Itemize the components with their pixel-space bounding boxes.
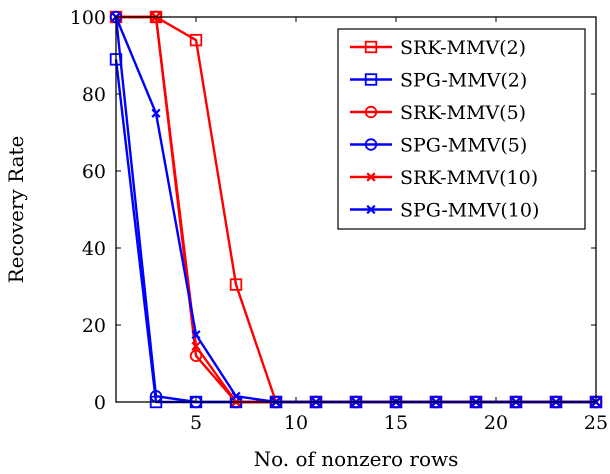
data-point xyxy=(189,349,203,363)
legend-item: SRK-MMV(2) xyxy=(350,37,526,59)
legend-item: SPG-MMV(5) xyxy=(350,135,527,157)
x-tick-label: 25 xyxy=(584,412,608,434)
data-point xyxy=(191,341,201,351)
x-tick-label: 5 xyxy=(190,412,202,434)
y-tick-label: 80 xyxy=(82,84,106,106)
legend-label: SRK-MMV(2) xyxy=(400,37,526,59)
y-tick-label: 20 xyxy=(82,315,106,337)
x-tick-label: 10 xyxy=(284,412,308,434)
data-point xyxy=(151,108,161,118)
x-tick-label: 20 xyxy=(484,412,508,434)
legend-label: SPG-MMV(5) xyxy=(400,135,527,157)
y-axis-label: Recovery Rate xyxy=(4,136,28,284)
legend-swatch-marker xyxy=(364,138,378,151)
x-axis-label: No. of nonzero rows xyxy=(254,447,459,471)
legend-item: SPG-MMV(2) xyxy=(350,70,527,92)
data-point xyxy=(229,278,243,291)
legend-label: SRK-MMV(10) xyxy=(400,167,538,189)
legend-swatch-marker xyxy=(364,105,378,119)
legend-swatch-marker xyxy=(364,40,378,54)
legend: SRK-MMV(2) SPG-MMV(2) SRK-MMV(5) SPG-MMV(5)… xyxy=(337,28,586,230)
legend-label: SPG-MMV(10) xyxy=(400,200,539,222)
y-tick-label: 40 xyxy=(82,238,106,260)
plot-frame xyxy=(115,16,597,403)
y-tick-label: 100 xyxy=(70,7,106,29)
legend-swatch-marker xyxy=(366,172,376,182)
legend-label: SRK-MMV(5) xyxy=(400,102,526,124)
legend-swatch-marker xyxy=(366,204,376,215)
legend-box xyxy=(337,28,586,230)
data-point xyxy=(189,33,203,47)
legend-label: SPG-MMV(2) xyxy=(400,70,527,92)
y-tick-label: 0 xyxy=(94,392,106,414)
legend-swatch-marker xyxy=(364,73,378,86)
y-tick-label: 60 xyxy=(82,161,106,183)
x-tick-label: 15 xyxy=(384,412,408,434)
axis-ticks: 5 10 15 20 25 0 20 40 60 80 100 xyxy=(70,7,608,434)
data-point xyxy=(191,330,201,340)
legend-item: SRK-MMV(10) xyxy=(350,167,538,189)
legend-item: SPG-MMV(10) xyxy=(350,200,539,222)
data-point xyxy=(231,391,241,401)
legend-item: SRK-MMV(5) xyxy=(350,102,526,124)
